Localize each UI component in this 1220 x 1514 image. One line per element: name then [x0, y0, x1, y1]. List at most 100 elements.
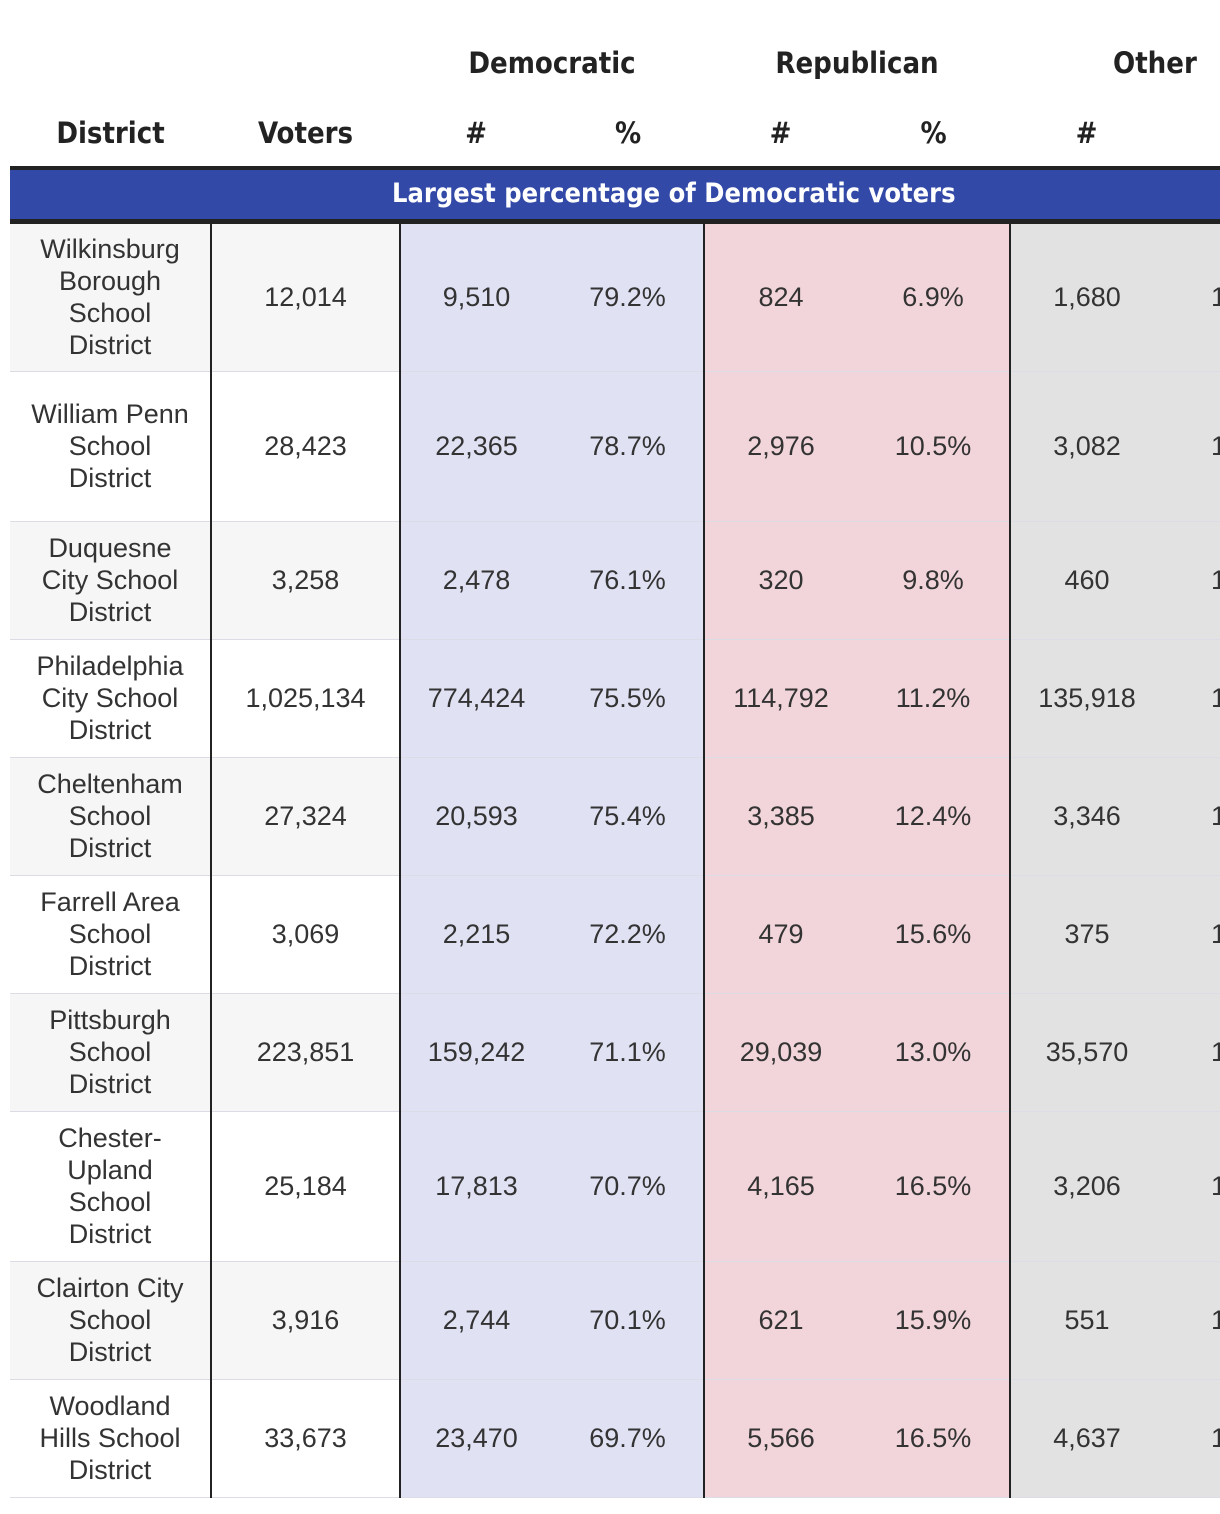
- district-cell: Chester-Upland School District: [10, 1111, 212, 1262]
- other-percent-cell: 1: [1163, 371, 1220, 522]
- other-percent-cell: 1: [1163, 875, 1220, 994]
- district-cell: Woodland Hills School District: [10, 1379, 212, 1498]
- republican-count-column-header: #: [704, 100, 858, 170]
- other-count-cell: 551: [1010, 1261, 1164, 1380]
- republican-percent-column-header: %: [857, 100, 1011, 170]
- table-row: Clairton City School District 3,916 2,744 7…: [10, 1261, 1220, 1380]
- republican-count-cell: 2,976: [704, 371, 858, 522]
- column-header-row: District Voters # % # % # %: [10, 100, 1220, 170]
- district-cell: William Penn School District: [10, 371, 212, 522]
- democratic-percent-cell: 69.7%: [552, 1379, 706, 1498]
- republican-count-cell: 479: [704, 875, 858, 994]
- republican-percent-cell: 13.0%: [857, 993, 1012, 1112]
- other-count-cell: 3,346: [1010, 757, 1164, 876]
- table-row: Cheltenham School District 27,324 20,593 75…: [10, 757, 1220, 876]
- republican-count-cell: 621: [704, 1261, 858, 1380]
- voters-cell: 1,025,134: [211, 639, 401, 758]
- democratic-count-cell: 774,424: [400, 639, 552, 758]
- table-row: Farrell Area School District 3,069 2,215 72…: [10, 875, 1220, 994]
- other-percent-cell: 1: [1163, 1111, 1220, 1262]
- district-cell: Farrell Area School District: [10, 875, 212, 994]
- other-count-cell: 135,918: [1010, 639, 1164, 758]
- other-count-cell: 35,570: [1010, 993, 1164, 1112]
- republican-percent-cell: 6.9%: [857, 221, 1012, 372]
- other-count-cell: 4,637: [1010, 1379, 1164, 1498]
- other-percent-cell: 1: [1163, 521, 1220, 640]
- district-cell: Pittsburgh School District: [10, 993, 212, 1112]
- democratic-count-column-header: #: [400, 100, 552, 170]
- republican-percent-cell: 16.5%: [857, 1111, 1012, 1262]
- democratic-percent-cell: 75.5%: [552, 639, 706, 758]
- democratic-percent-cell: 79.2%: [552, 221, 706, 372]
- voters-cell: 33,673: [211, 1379, 401, 1498]
- republican-count-cell: 320: [704, 521, 858, 640]
- voters-column-header: Voters: [211, 100, 400, 170]
- other-group-header: Other: [1113, 46, 1197, 80]
- democratic-percent-cell: 71.1%: [552, 993, 706, 1112]
- voters-cell: 3,069: [211, 875, 401, 994]
- republican-percent-cell: 11.2%: [857, 639, 1012, 758]
- district-cell: Cheltenham School District: [10, 757, 212, 876]
- republican-group-header: Republican: [775, 46, 939, 80]
- democratic-percent-cell: 72.2%: [552, 875, 706, 994]
- republican-percent-cell: 15.6%: [857, 875, 1012, 994]
- voters-cell: 25,184: [211, 1111, 401, 1262]
- table-row: William Penn School District 28,423 22,365…: [10, 371, 1220, 522]
- democratic-count-cell: 2,478: [400, 521, 552, 640]
- district-cell: Duquesne City School District: [10, 521, 212, 640]
- other-percent-cell: 1: [1163, 1379, 1220, 1498]
- table-row: Wilkinsburg Borough School District 12,01…: [10, 221, 1220, 372]
- other-count-cell: 460: [1010, 521, 1164, 640]
- republican-count-cell: 29,039: [704, 993, 858, 1112]
- other-percent-cell: 1: [1163, 221, 1220, 372]
- voters-cell: 28,423: [211, 371, 401, 522]
- table-row: Chester-Upland School District 25,184 17,8…: [10, 1111, 1220, 1262]
- other-count-cell: 1,680: [1010, 221, 1164, 372]
- democratic-count-cell: 2,744: [400, 1261, 552, 1380]
- democratic-percent-cell: 78.7%: [552, 371, 706, 522]
- democratic-count-cell: 17,813: [400, 1111, 552, 1262]
- other-count-cell: 375: [1010, 875, 1164, 994]
- other-percent-column-header: %: [1163, 100, 1220, 170]
- blank-header-cell: [211, 0, 400, 100]
- table-header: Democratic Republican Other District Vot…: [10, 0, 1220, 170]
- republican-percent-cell: 12.4%: [857, 757, 1012, 876]
- other-percent-cell: 1: [1163, 757, 1220, 876]
- democratic-count-cell: 20,593: [400, 757, 552, 876]
- other-count-cell: 3,206: [1010, 1111, 1164, 1262]
- table-row: Duquesne City School District 3,258 2,478 7…: [10, 521, 1220, 640]
- democratic-percent-column-header: %: [552, 100, 705, 170]
- democratic-count-cell: 9,510: [400, 221, 552, 372]
- democratic-count-cell: 2,215: [400, 875, 552, 994]
- voters-cell: 3,258: [211, 521, 401, 640]
- republican-count-cell: 5,566: [704, 1379, 858, 1498]
- republican-percent-cell: 15.9%: [857, 1261, 1012, 1380]
- table-row: Woodland Hills School District 33,673 23,4…: [10, 1379, 1220, 1498]
- section-title: Largest percentage of Democratic voters: [10, 168, 1220, 224]
- democratic-percent-cell: 76.1%: [552, 521, 706, 640]
- republican-percent-cell: 16.5%: [857, 1379, 1012, 1498]
- party-group-header-row: Democratic Republican Other: [10, 0, 1220, 100]
- democratic-percent-cell: 75.4%: [552, 757, 706, 876]
- voter-registration-table: Democratic Republican Other District Vot…: [10, 0, 1220, 1498]
- voters-cell: 223,851: [211, 993, 401, 1112]
- republican-percent-cell: 10.5%: [857, 371, 1012, 522]
- blank-header-cell: [10, 0, 211, 100]
- table-row: Pittsburgh School District 223,851 159,242…: [10, 993, 1220, 1112]
- republican-percent-cell: 9.8%: [857, 521, 1012, 640]
- democratic-count-cell: 23,470: [400, 1379, 552, 1498]
- democratic-count-cell: 159,242: [400, 993, 552, 1112]
- district-cell: Wilkinsburg Borough School District: [10, 221, 212, 372]
- table-body: Largest percentage of Democratic voters …: [10, 168, 1220, 1498]
- other-count-column-header: #: [1010, 100, 1164, 170]
- other-percent-cell: 1: [1163, 639, 1220, 758]
- democratic-count-cell: 22,365: [400, 371, 552, 522]
- democratic-percent-cell: 70.7%: [552, 1111, 706, 1262]
- voters-cell: 12,014: [211, 221, 401, 372]
- other-percent-cell: 1: [1163, 993, 1220, 1112]
- district-cell: Clairton City School District: [10, 1261, 212, 1380]
- voter-registration-table-container: Democratic Republican Other District Vot…: [10, 0, 1220, 1514]
- table-row: Philadelphia City School District 1,025,1…: [10, 639, 1220, 758]
- district-cell: Philadelphia City School District: [10, 639, 212, 758]
- democratic-percent-cell: 70.1%: [552, 1261, 706, 1380]
